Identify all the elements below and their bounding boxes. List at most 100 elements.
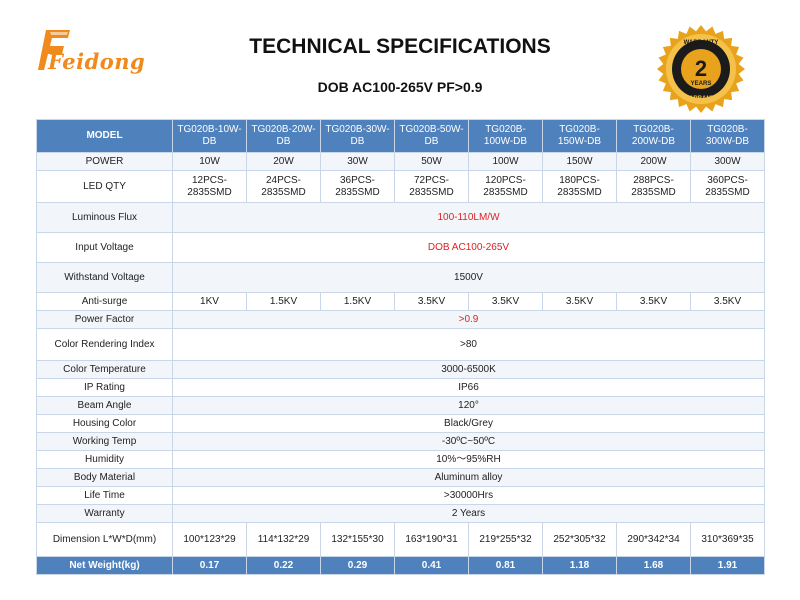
spec-value: 180PCS-2835SMD: [542, 170, 617, 203]
spec-value: 36PCS-2835SMD: [320, 170, 395, 203]
net-weight-value: 0.29: [320, 556, 395, 575]
badge-bottom-text: WARRANTY: [684, 96, 719, 102]
table-row: LED QTY 12PCS-2835SMD 24PCS-2835SMD 36PCS-2…: [36, 170, 765, 203]
warranty-badge-icon: WARRANTY 2 YEARS WARRANTY: [657, 25, 745, 113]
table-row: Color Rendering Index >80: [36, 328, 765, 361]
spec-value: 120PCS-2835SMD: [468, 170, 543, 203]
net-weight-label: Net Weight(kg): [36, 556, 173, 575]
spec-value: 20W: [246, 152, 321, 171]
spec-label: Color Temperature: [36, 360, 173, 379]
spec-label: POWER: [36, 152, 173, 171]
spec-value: 50W: [394, 152, 469, 171]
model-header-cell: TG020B-150W-DB: [542, 119, 617, 153]
table-row: Housing Color Black/Grey: [36, 414, 765, 433]
table-row: Humidity 10%～95%RH: [36, 450, 765, 469]
spec-value: -30ºC~50ºC: [172, 432, 765, 451]
net-weight-value: 0.17: [172, 556, 247, 575]
spec-value: 1500V: [172, 262, 765, 293]
spec-value: 100-110LM/W: [172, 202, 765, 233]
spec-value: >30000Hrs: [172, 486, 765, 505]
model-header-cell: TG020B-100W-DB: [468, 119, 543, 153]
net-weight-value: 1.68: [616, 556, 691, 575]
spec-value: 288PCS-2835SMD: [616, 170, 691, 203]
net-weight-value: 0.81: [468, 556, 543, 575]
spec-label: Color Rendering Index: [36, 328, 173, 361]
spec-value: 200W: [616, 152, 691, 171]
spec-value: 2 Years: [172, 504, 765, 523]
spec-label: Beam Angle: [36, 396, 173, 415]
spec-value: 300W: [690, 152, 765, 171]
spec-value: 132*155*30: [320, 522, 395, 557]
spec-value: DOB AC100-265V: [172, 232, 765, 263]
spec-value: 24PCS-2835SMD: [246, 170, 321, 203]
table-row: Working Temp -30ºC~50ºC: [36, 432, 765, 451]
spec-value: 30W: [320, 152, 395, 171]
model-header-cell: TG020B-300W-DB: [690, 119, 765, 153]
spec-value: 290*342*34: [616, 522, 691, 557]
spec-value: 1.5KV: [320, 292, 395, 311]
model-header-cell: TG020B-30W-DB: [320, 119, 395, 153]
spec-label: Power Factor: [36, 310, 173, 329]
spec-value: 3.5KV: [616, 292, 691, 311]
spec-value: 150W: [542, 152, 617, 171]
table-row: Withstand Voltage 1500V: [36, 262, 765, 293]
table-row: Color Temperature 3000-6500K: [36, 360, 765, 379]
spec-value: 310*369*35: [690, 522, 765, 557]
spec-value: 100W: [468, 152, 543, 171]
spec-value: 10W: [172, 152, 247, 171]
spec-value: 10%～95%RH: [172, 450, 765, 469]
feidong-logo-icon: [38, 30, 70, 70]
spec-label: Withstand Voltage: [36, 262, 173, 293]
spec-value: 3.5KV: [542, 292, 617, 311]
net-weight-value: 1.18: [542, 556, 617, 575]
table-row: Warranty 2 Years: [36, 504, 765, 523]
spec-value: 252*305*32: [542, 522, 617, 557]
spec-value: 1KV: [172, 292, 247, 311]
spec-value: 3.5KV: [690, 292, 765, 311]
model-header-cell: TG020B-50W-DB: [394, 119, 469, 153]
net-weight-value: 0.41: [394, 556, 469, 575]
spec-label: Humidity: [36, 450, 173, 469]
spec-value: 1.5KV: [246, 292, 321, 311]
spec-value: 163*190*31: [394, 522, 469, 557]
model-header-label: MODEL: [36, 119, 173, 153]
spec-label: Anti-surge: [36, 292, 173, 311]
spec-value: 120°: [172, 396, 765, 415]
spec-value: IP66: [172, 378, 765, 397]
brand-logo-text: Feidong: [48, 49, 146, 74]
net-weight-row: Net Weight(kg) 0.17 0.22 0.29 0.41 0.81 1.18 1…: [36, 556, 765, 575]
spec-label: Housing Color: [36, 414, 173, 433]
spec-value: 3.5KV: [468, 292, 543, 311]
table-row: IP Rating IP66: [36, 378, 765, 397]
spec-label: Warranty: [36, 504, 173, 523]
net-weight-value: 0.22: [246, 556, 321, 575]
spec-value: 114*132*29: [246, 522, 321, 557]
table-row: Body Material Aluminum alloy: [36, 468, 765, 487]
spec-label: Life Time: [36, 486, 173, 505]
table-row: POWER 10W 20W 30W 50W 100W 150W 200W 300W: [36, 152, 765, 171]
model-header-cell: TG020B-200W-DB: [616, 119, 691, 153]
table-row: Luminous Flux 100-110LM/W: [36, 202, 765, 233]
net-weight-value: 1.91: [690, 556, 765, 575]
spec-value: 72PCS-2835SMD: [394, 170, 469, 203]
badge-top-text: WARRANTY: [684, 40, 719, 46]
spec-label: Working Temp: [36, 432, 173, 451]
table-header-row: MODEL TG020B-10W-DB TG020B-20W-DB TG020B-3…: [36, 119, 765, 153]
spec-label: Input Voltage: [36, 232, 173, 263]
spec-value: >80: [172, 328, 765, 361]
spec-value: 12PCS-2835SMD: [172, 170, 247, 203]
table-row: Beam Angle 120°: [36, 396, 765, 415]
spec-label: Dimension L*W*D(mm): [36, 522, 173, 557]
spec-value: 360PCS-2835SMD: [690, 170, 765, 203]
table-row: Anti-surge 1KV 1.5KV 1.5KV 3.5KV 3.5KV 3.5KV 3.…: [36, 292, 765, 311]
table-row: Dimension L*W*D(mm) 100*123*29 114*132*29 1…: [36, 522, 765, 557]
spec-label: LED QTY: [36, 170, 173, 203]
spec-table: MODEL TG020B-10W-DB TG020B-20W-DB TG020B-3…: [36, 119, 765, 575]
model-header-cell: TG020B-10W-DB: [172, 119, 247, 153]
page-title: TECHNICAL SPECIFICATIONS: [249, 35, 551, 58]
table-row: Life Time >30000Hrs: [36, 486, 765, 505]
spec-value: 100*123*29: [172, 522, 247, 557]
model-header-cell: TG020B-20W-DB: [246, 119, 321, 153]
spec-value: 3000-6500K: [172, 360, 765, 379]
spec-value: 3.5KV: [394, 292, 469, 311]
